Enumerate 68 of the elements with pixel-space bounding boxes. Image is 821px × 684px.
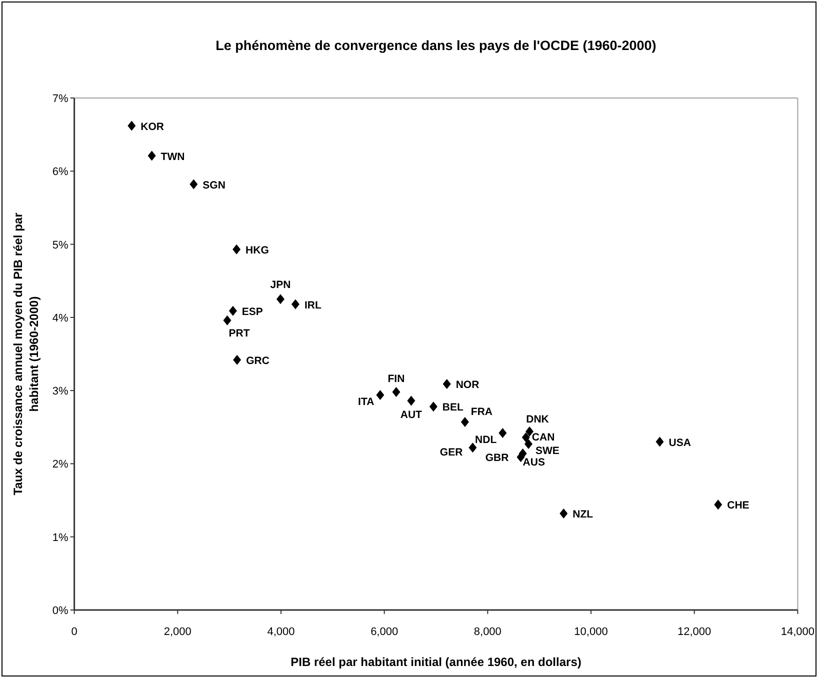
point — [233, 354, 242, 365]
point — [460, 417, 469, 428]
x-tick-label: 4,000 — [267, 626, 295, 638]
point — [468, 442, 477, 453]
y-tick-label: 0% — [52, 605, 69, 617]
point — [526, 426, 534, 437]
x-tick-label: 2,000 — [164, 626, 192, 638]
point — [498, 428, 507, 438]
y-tick-label: 1% — [52, 532, 69, 544]
series-label: GBR — [485, 452, 510, 464]
point — [560, 508, 568, 518]
series-label: HKG — [246, 244, 269, 256]
series-label: AUT — [400, 408, 423, 421]
series-label: CHE — [727, 500, 750, 512]
point — [656, 436, 664, 447]
chart-title: Le phénomène de convergence dans les pays de l'OCDE (1960-2000) — [216, 38, 656, 53]
point — [442, 378, 451, 389]
point — [223, 315, 232, 326]
point — [407, 396, 416, 406]
series-label: USA — [668, 436, 692, 449]
point — [276, 294, 284, 304]
series-label: BEL — [442, 402, 464, 414]
series-label: FRA — [470, 406, 493, 418]
point — [518, 448, 527, 458]
x-tick-label: 0 — [71, 626, 78, 638]
point — [376, 390, 384, 400]
point — [190, 179, 198, 190]
series-label: NOR — [456, 378, 480, 391]
point — [522, 432, 530, 442]
y-tick-label: 4% — [52, 312, 69, 324]
x-tick-label: 12,000 — [678, 626, 712, 638]
x-tick-label: 6,000 — [370, 626, 398, 638]
series-label: ITA — [358, 396, 375, 408]
point — [232, 244, 241, 254]
point — [524, 438, 532, 449]
y-tick-label: 6% — [52, 166, 69, 178]
series-label: NZL — [572, 508, 594, 520]
point — [128, 120, 136, 131]
x-tick-label: 8,000 — [474, 626, 502, 638]
x-tick-label: 10,000 — [574, 626, 608, 638]
series-label: FIN — [388, 373, 405, 386]
series-label: KOR — [140, 120, 164, 133]
series-label: SGN — [202, 179, 226, 192]
point — [148, 150, 156, 161]
series-label: IRL — [304, 299, 322, 312]
series-label: JPN — [270, 279, 291, 292]
series-label: PRT — [228, 327, 250, 340]
y-tick-label: 2% — [52, 458, 69, 471]
series-label: GER — [440, 446, 464, 459]
x-tick-label: 14,000 — [780, 626, 815, 638]
series-label: ESP — [242, 306, 263, 318]
y-tick-label: 5% — [52, 239, 69, 252]
series-label: DNK — [526, 414, 550, 426]
y-tick-label: 3% — [52, 386, 69, 398]
series-label: CAN — [532, 431, 555, 444]
point — [291, 299, 300, 310]
point — [392, 387, 400, 398]
x-axis-title: PIB réel par habitant initial (année 1960, en dollars) — [290, 655, 582, 669]
series-label: AUS — [522, 456, 545, 468]
series-label: TWN — [160, 150, 185, 163]
y-axis-title: Taux de croissance annuel moyen du PIB réel par habitant (1960-2000) — [11, 212, 41, 496]
point — [714, 500, 722, 510]
series-label: SWE — [535, 444, 560, 457]
point — [228, 306, 237, 316]
series-label: GRC — [246, 354, 270, 367]
y-tick-label: 7% — [52, 93, 69, 105]
point — [429, 402, 438, 412]
series-label: NDL — [475, 434, 498, 446]
